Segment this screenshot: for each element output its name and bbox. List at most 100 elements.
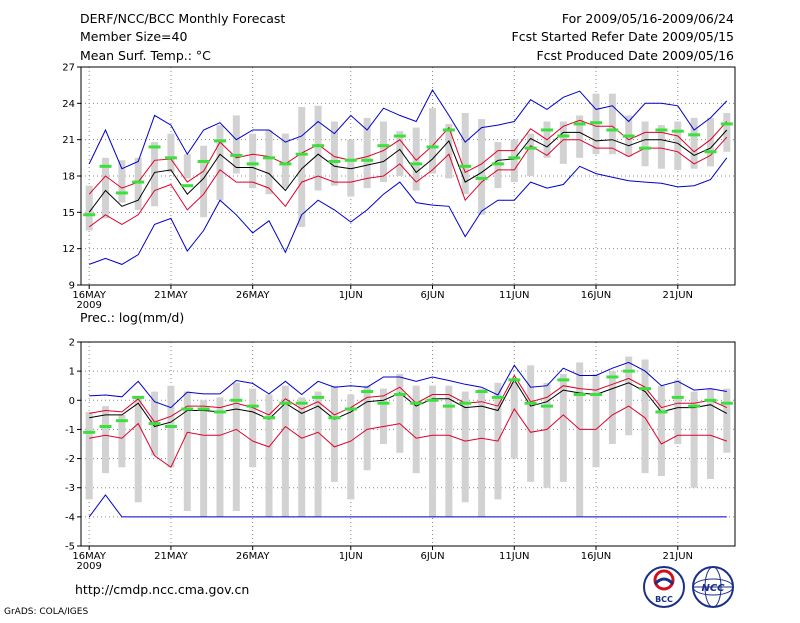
fcst-started-label: Fcst Started Refer Date 2009/05/15 <box>512 29 735 44</box>
observation-mark <box>344 158 357 162</box>
range-box <box>232 115 240 174</box>
observation-mark <box>246 404 259 408</box>
range-box <box>118 414 126 468</box>
range-box <box>118 160 126 203</box>
range-box <box>265 394 273 517</box>
observation-mark <box>475 390 488 394</box>
range-box <box>379 121 387 183</box>
observation-mark <box>426 145 439 149</box>
range-box <box>281 385 289 517</box>
y-tick-label: 24 <box>62 99 75 110</box>
chart-title: DERF/NCC/BCC Monthly Forecast <box>80 11 285 26</box>
observation-mark <box>606 375 619 379</box>
y-tick-label: -3 <box>65 483 75 494</box>
series-line-ensemble-min <box>88 494 727 518</box>
observation-mark <box>246 162 259 166</box>
x-tick-label: 16MAY <box>72 551 106 562</box>
observation-mark <box>622 369 635 373</box>
range-box <box>298 106 306 227</box>
observation-mark <box>295 401 308 405</box>
range-box <box>200 400 208 517</box>
y-tick-label: 27 <box>62 63 75 74</box>
observation-mark <box>115 419 128 423</box>
range-box <box>134 397 142 503</box>
x-tick-year: 2009 <box>76 300 101 311</box>
range-box <box>102 157 110 219</box>
observation-mark <box>442 128 455 132</box>
series-line-ensemble-min <box>89 157 728 265</box>
observation-mark <box>99 164 112 168</box>
member-size-label: Member Size=40 <box>80 29 187 44</box>
y-tick-label: -2 <box>65 454 75 465</box>
observation-mark <box>442 404 455 408</box>
range-box <box>134 157 142 210</box>
observation-mark <box>230 398 243 402</box>
range-box <box>543 382 551 488</box>
range-box <box>608 371 616 444</box>
observation-mark <box>279 162 292 166</box>
range-box <box>559 374 567 482</box>
range-box <box>379 388 387 444</box>
series-line-lower-spread <box>89 405 727 469</box>
x-tick-label: 21MAY <box>154 551 188 562</box>
observation-mark <box>688 404 701 408</box>
range-box <box>396 131 404 176</box>
range-box <box>674 121 682 170</box>
x-tick-label: 11JUN <box>499 290 529 301</box>
ncc-logo-text: NCC <box>701 583 725 594</box>
observation-mark <box>164 156 177 160</box>
range-box <box>625 356 633 436</box>
range-box <box>265 129 273 195</box>
y-tick-label: 18 <box>62 172 75 183</box>
observation-mark <box>557 378 570 382</box>
observation-mark <box>410 162 423 166</box>
forecast-period-label: For 2009/05/16-2009/06/24 <box>562 11 734 26</box>
range-box <box>445 123 453 179</box>
range-box <box>347 139 355 197</box>
range-box <box>102 406 110 474</box>
range-box <box>85 411 93 500</box>
x-tick-label: 16JUN <box>581 551 611 562</box>
range-box <box>478 388 486 517</box>
range-box <box>510 382 518 459</box>
range-box <box>461 113 469 195</box>
observation-mark <box>83 430 96 434</box>
observation-mark <box>671 129 684 133</box>
range-box <box>298 397 306 517</box>
y-tick-label: 12 <box>62 244 75 255</box>
range-box <box>461 391 469 503</box>
range-box <box>232 382 240 512</box>
grads-credit: GrADS: COLA/IGES <box>4 607 88 617</box>
range-box <box>478 119 486 215</box>
y-tick-label: -1 <box>65 425 75 436</box>
range-box <box>527 133 535 176</box>
range-box <box>216 397 224 517</box>
observation-mark <box>377 401 390 405</box>
series-line-ensemble-max <box>88 89 728 170</box>
range-box <box>429 385 437 517</box>
y-tick-label: -5 <box>65 542 75 553</box>
observation-mark <box>344 407 357 411</box>
y-tick-label: 2 <box>69 338 75 349</box>
range-box <box>85 185 93 231</box>
range-box <box>641 359 649 474</box>
range-box <box>151 142 159 207</box>
series-line-ensemble-max <box>89 361 727 409</box>
observation-mark <box>622 134 635 138</box>
range-box <box>608 93 616 155</box>
range-box <box>510 139 518 183</box>
x-tick-label: 6JUN <box>420 290 444 301</box>
observation-mark <box>148 145 161 149</box>
observation-mark <box>132 180 145 184</box>
observation-mark <box>361 158 374 162</box>
observation-mark <box>197 159 210 163</box>
plot-frame <box>80 66 736 286</box>
observation-mark <box>328 159 341 163</box>
observation-mark <box>688 133 701 137</box>
range-box <box>412 127 420 191</box>
range-box <box>527 365 535 482</box>
y-tick-label: 9 <box>69 281 75 292</box>
